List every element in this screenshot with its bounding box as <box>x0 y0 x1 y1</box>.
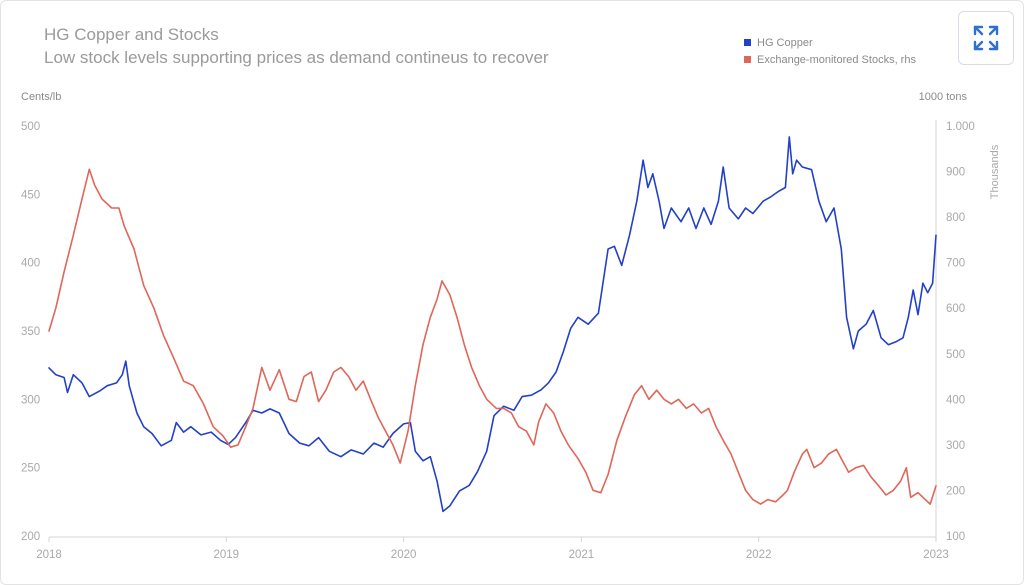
left-tick-label: 450 <box>21 189 40 201</box>
stocks-line <box>48 168 937 505</box>
right-tick-label: 100 <box>946 531 965 543</box>
left-tick-label: 350 <box>21 326 40 338</box>
right-tick-label: 900 <box>946 167 965 179</box>
chart-subtitle: Low stock levels supporting prices as de… <box>44 48 549 67</box>
x-tick-label: 2023 <box>923 549 949 561</box>
right-tick-label: 700 <box>946 258 965 270</box>
copper-price-line <box>48 136 937 513</box>
x-tick-label: 2022 <box>746 549 772 561</box>
right-tick-label: 1.000 <box>946 121 975 133</box>
legend-swatch-stocks <box>744 56 751 63</box>
left-axis-unit: Cents/lb <box>21 91 61 103</box>
left-tick-label: 300 <box>21 394 40 406</box>
right-tick-label: 200 <box>946 485 965 497</box>
expand-icon <box>973 25 999 51</box>
right-axis-label: Thousands <box>989 144 1001 199</box>
x-tick-label: 2020 <box>391 549 417 561</box>
right-tick-label: 300 <box>946 440 965 452</box>
legend-swatch-copper <box>744 39 751 46</box>
x-tick-label: 2019 <box>214 549 240 561</box>
right-axis-ticks: 100 200 300 400 500 600 700 800 900 1.000 <box>946 121 975 543</box>
left-tick-label: 250 <box>21 463 40 475</box>
x-tick-label: 2018 <box>36 549 62 561</box>
right-tick-label: 800 <box>946 212 965 224</box>
left-tick-label: 400 <box>21 258 40 270</box>
left-tick-label: 500 <box>21 121 40 133</box>
right-tick-label: 600 <box>946 303 965 315</box>
legend-label-copper: HG Copper <box>757 37 813 49</box>
legend-label-stocks: Exchange-monitored Stocks, rhs <box>757 54 916 66</box>
right-tick-label: 500 <box>946 349 965 361</box>
left-tick-label: 200 <box>21 531 40 543</box>
right-tick-label: 400 <box>946 394 965 406</box>
left-axis-ticks: 200 250 300 350 400 450 500 <box>21 121 40 543</box>
x-tick-label: 2021 <box>569 549 595 561</box>
right-axis-unit: 1000 tons <box>919 91 968 103</box>
x-axis-ticks: 2018 2019 2020 2021 2022 2023 <box>36 537 949 561</box>
chart-title: HG Copper and Stocks <box>44 25 219 44</box>
expand-button[interactable] <box>958 11 1014 65</box>
series-layer <box>48 136 937 513</box>
